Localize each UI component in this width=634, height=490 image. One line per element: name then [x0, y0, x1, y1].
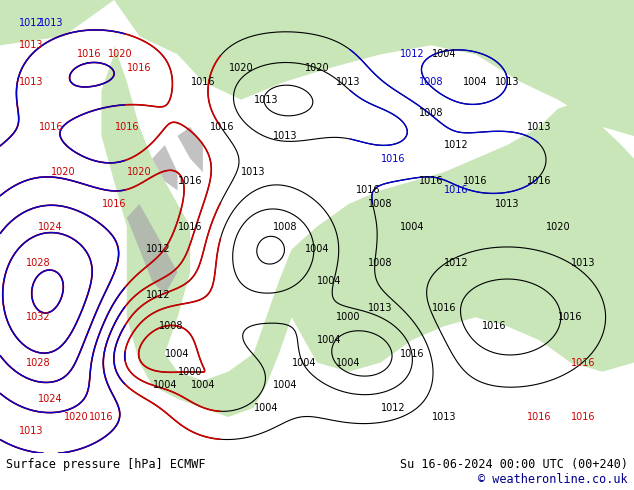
Text: 1013: 1013	[495, 199, 519, 209]
Text: 1020: 1020	[108, 49, 133, 59]
Text: 1016: 1016	[419, 176, 443, 186]
Text: 1000: 1000	[178, 367, 202, 377]
Text: 1016: 1016	[444, 185, 469, 196]
Text: 1008: 1008	[368, 258, 392, 268]
Text: 1004: 1004	[292, 358, 316, 368]
Polygon shape	[178, 127, 203, 172]
Text: 1016: 1016	[178, 176, 202, 186]
Text: 1004: 1004	[318, 335, 342, 345]
Text: 1012: 1012	[146, 290, 171, 299]
Text: 1012: 1012	[146, 245, 171, 254]
Text: 1016: 1016	[178, 221, 202, 232]
Text: 1016: 1016	[210, 122, 234, 132]
Text: Su 16-06-2024 00:00 UTC (00+240): Su 16-06-2024 00:00 UTC (00+240)	[399, 458, 628, 471]
Text: 1020: 1020	[229, 63, 253, 73]
Text: 1028: 1028	[26, 258, 50, 268]
Text: 1016: 1016	[191, 76, 215, 87]
Text: 1008: 1008	[419, 76, 443, 87]
Text: 1013: 1013	[368, 303, 392, 313]
Text: 1016: 1016	[381, 154, 405, 164]
Text: 1004: 1004	[432, 49, 456, 59]
Text: 1016: 1016	[39, 122, 63, 132]
Text: 1000: 1000	[337, 312, 361, 322]
Text: 1016: 1016	[571, 358, 595, 368]
Text: Surface pressure [hPa] ECMWF: Surface pressure [hPa] ECMWF	[6, 458, 206, 471]
Text: 1013: 1013	[571, 258, 595, 268]
Text: 1008: 1008	[159, 321, 183, 331]
Text: 1016: 1016	[77, 49, 101, 59]
Text: 1013: 1013	[39, 18, 63, 27]
Text: 1028: 1028	[26, 358, 50, 368]
Text: 1004: 1004	[400, 221, 424, 232]
Text: 1016: 1016	[102, 199, 126, 209]
Text: 1032: 1032	[26, 312, 50, 322]
Text: 1016: 1016	[115, 122, 139, 132]
Text: 1004: 1004	[463, 76, 488, 87]
Text: 1016: 1016	[356, 185, 380, 196]
Text: 1016: 1016	[463, 176, 488, 186]
Text: 1016: 1016	[527, 412, 551, 422]
Text: 1013: 1013	[337, 76, 361, 87]
Text: © weatheronline.co.uk: © weatheronline.co.uk	[478, 473, 628, 486]
Text: 1012: 1012	[381, 403, 405, 413]
Text: 1004: 1004	[337, 358, 361, 368]
Text: 1004: 1004	[318, 276, 342, 286]
Text: 1020: 1020	[305, 63, 329, 73]
Text: 1012: 1012	[444, 258, 469, 268]
Text: 1012: 1012	[20, 18, 44, 27]
Text: 1020: 1020	[64, 412, 88, 422]
Text: 1013: 1013	[432, 412, 456, 422]
Text: 1020: 1020	[51, 167, 75, 177]
Text: 1016: 1016	[127, 63, 152, 73]
Text: 1020: 1020	[546, 221, 570, 232]
Text: 1013: 1013	[20, 76, 44, 87]
Text: 1012: 1012	[444, 140, 469, 150]
Text: 1008: 1008	[419, 108, 443, 118]
Text: 1020: 1020	[127, 167, 152, 177]
Text: 1004: 1004	[153, 380, 177, 390]
Text: 1016: 1016	[400, 348, 424, 359]
Polygon shape	[127, 204, 178, 294]
Text: 1016: 1016	[432, 303, 456, 313]
Text: 1004: 1004	[254, 403, 278, 413]
Text: 1004: 1004	[165, 348, 190, 359]
Text: 1013: 1013	[495, 76, 519, 87]
Polygon shape	[101, 46, 634, 417]
Text: 1013: 1013	[254, 95, 278, 105]
Polygon shape	[152, 145, 178, 191]
Text: 1004: 1004	[273, 380, 297, 390]
Text: 1016: 1016	[559, 312, 583, 322]
Text: 1012: 1012	[400, 49, 424, 59]
Text: 1008: 1008	[368, 199, 392, 209]
Text: 1016: 1016	[89, 412, 113, 422]
Text: 1016: 1016	[482, 321, 507, 331]
Text: 1013: 1013	[20, 40, 44, 50]
Text: 1013: 1013	[242, 167, 266, 177]
Text: 1024: 1024	[39, 394, 63, 404]
Text: 1004: 1004	[191, 380, 215, 390]
Polygon shape	[0, 0, 634, 136]
Text: 1013: 1013	[273, 131, 297, 141]
Text: 1016: 1016	[527, 176, 551, 186]
Text: 1013: 1013	[527, 122, 551, 132]
Text: 1016: 1016	[571, 412, 595, 422]
Text: 1013: 1013	[20, 426, 44, 436]
Text: 1008: 1008	[273, 221, 297, 232]
Text: 1004: 1004	[305, 245, 329, 254]
Text: 1024: 1024	[39, 221, 63, 232]
